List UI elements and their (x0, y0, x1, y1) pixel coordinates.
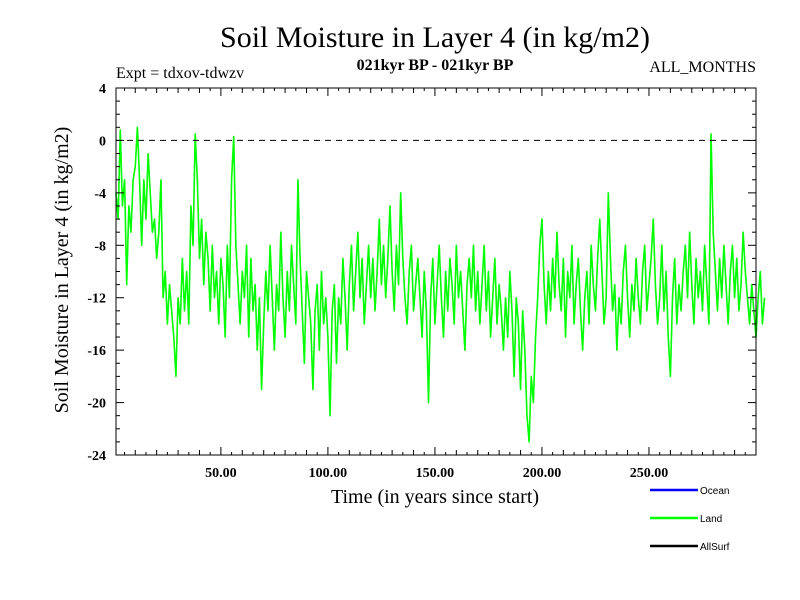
y-tick-label: -16 (87, 344, 106, 359)
legend-label-land: Land (700, 514, 722, 525)
y-tick-label: 0 (99, 134, 106, 149)
x-tick-label: 50.00 (205, 466, 237, 481)
series-line-land (115, 126, 766, 443)
y-tick-label: -8 (94, 239, 106, 254)
y-tick-label: -4 (94, 187, 106, 202)
y-tick-label: 4 (99, 82, 106, 97)
legend: Ocean Land AllSurf (650, 486, 730, 553)
plot-area (115, 126, 766, 443)
x-tick-label: 100.00 (309, 466, 348, 481)
y-tick-label: -24 (87, 449, 106, 464)
chart-title: Soil Moisture in Layer 4 (in kg/m2) (220, 21, 650, 54)
x-tick-label: 200.00 (523, 466, 562, 481)
legend-label-ocean: Ocean (700, 486, 729, 497)
x-tick-label: 250.00 (630, 466, 669, 481)
y-tick-label: -20 (87, 397, 106, 412)
x-axis-label: Time (in years since start) (331, 486, 539, 508)
axes: 50.00 100.00 150.00 200.00 250.00 4 0 -4 -8 -12 -1… (87, 82, 757, 481)
y-tick-label: -12 (87, 292, 106, 307)
y-axis-label: Soil Moisture in Layer 4 (in kg/m2) (51, 127, 73, 414)
period-label: 021kyr BP - 021kyr BP (357, 57, 514, 74)
legend-label-allsurf: AllSurf (700, 542, 730, 553)
x-tick-label: 150.00 (416, 466, 455, 481)
months-label: ALL_MONTHS (649, 59, 756, 76)
experiment-label: Expt = tdxov-tdwzv (116, 65, 244, 82)
